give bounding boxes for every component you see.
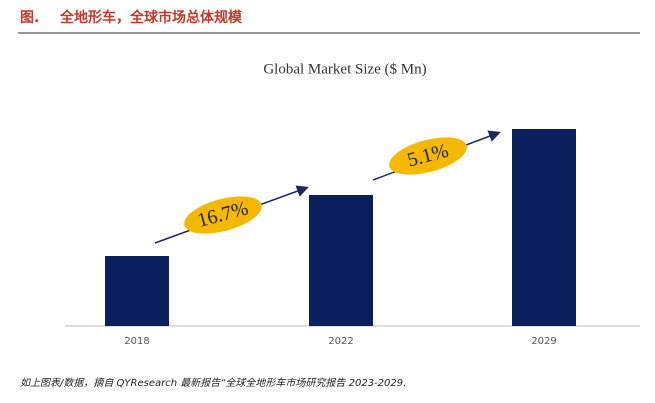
figure-title: 全地形车，全球市场总体规模 xyxy=(59,9,243,26)
figure-label: 图. xyxy=(20,10,39,26)
growth-badge xyxy=(389,137,467,175)
source-note: 如上图表/数据，摘自 QYResearch 最新报告“全球全地形车市场研究报告 … xyxy=(20,377,406,389)
growth-badge xyxy=(184,196,262,234)
bar xyxy=(512,129,576,326)
x-tick-label: 2018 xyxy=(124,336,149,347)
chart-title: Global Market Size ($ Mn) xyxy=(263,61,426,77)
bar xyxy=(309,195,373,326)
bar xyxy=(105,256,169,326)
x-tick-label: 2022 xyxy=(328,336,353,347)
x-tick-label: 2029 xyxy=(531,336,556,347)
